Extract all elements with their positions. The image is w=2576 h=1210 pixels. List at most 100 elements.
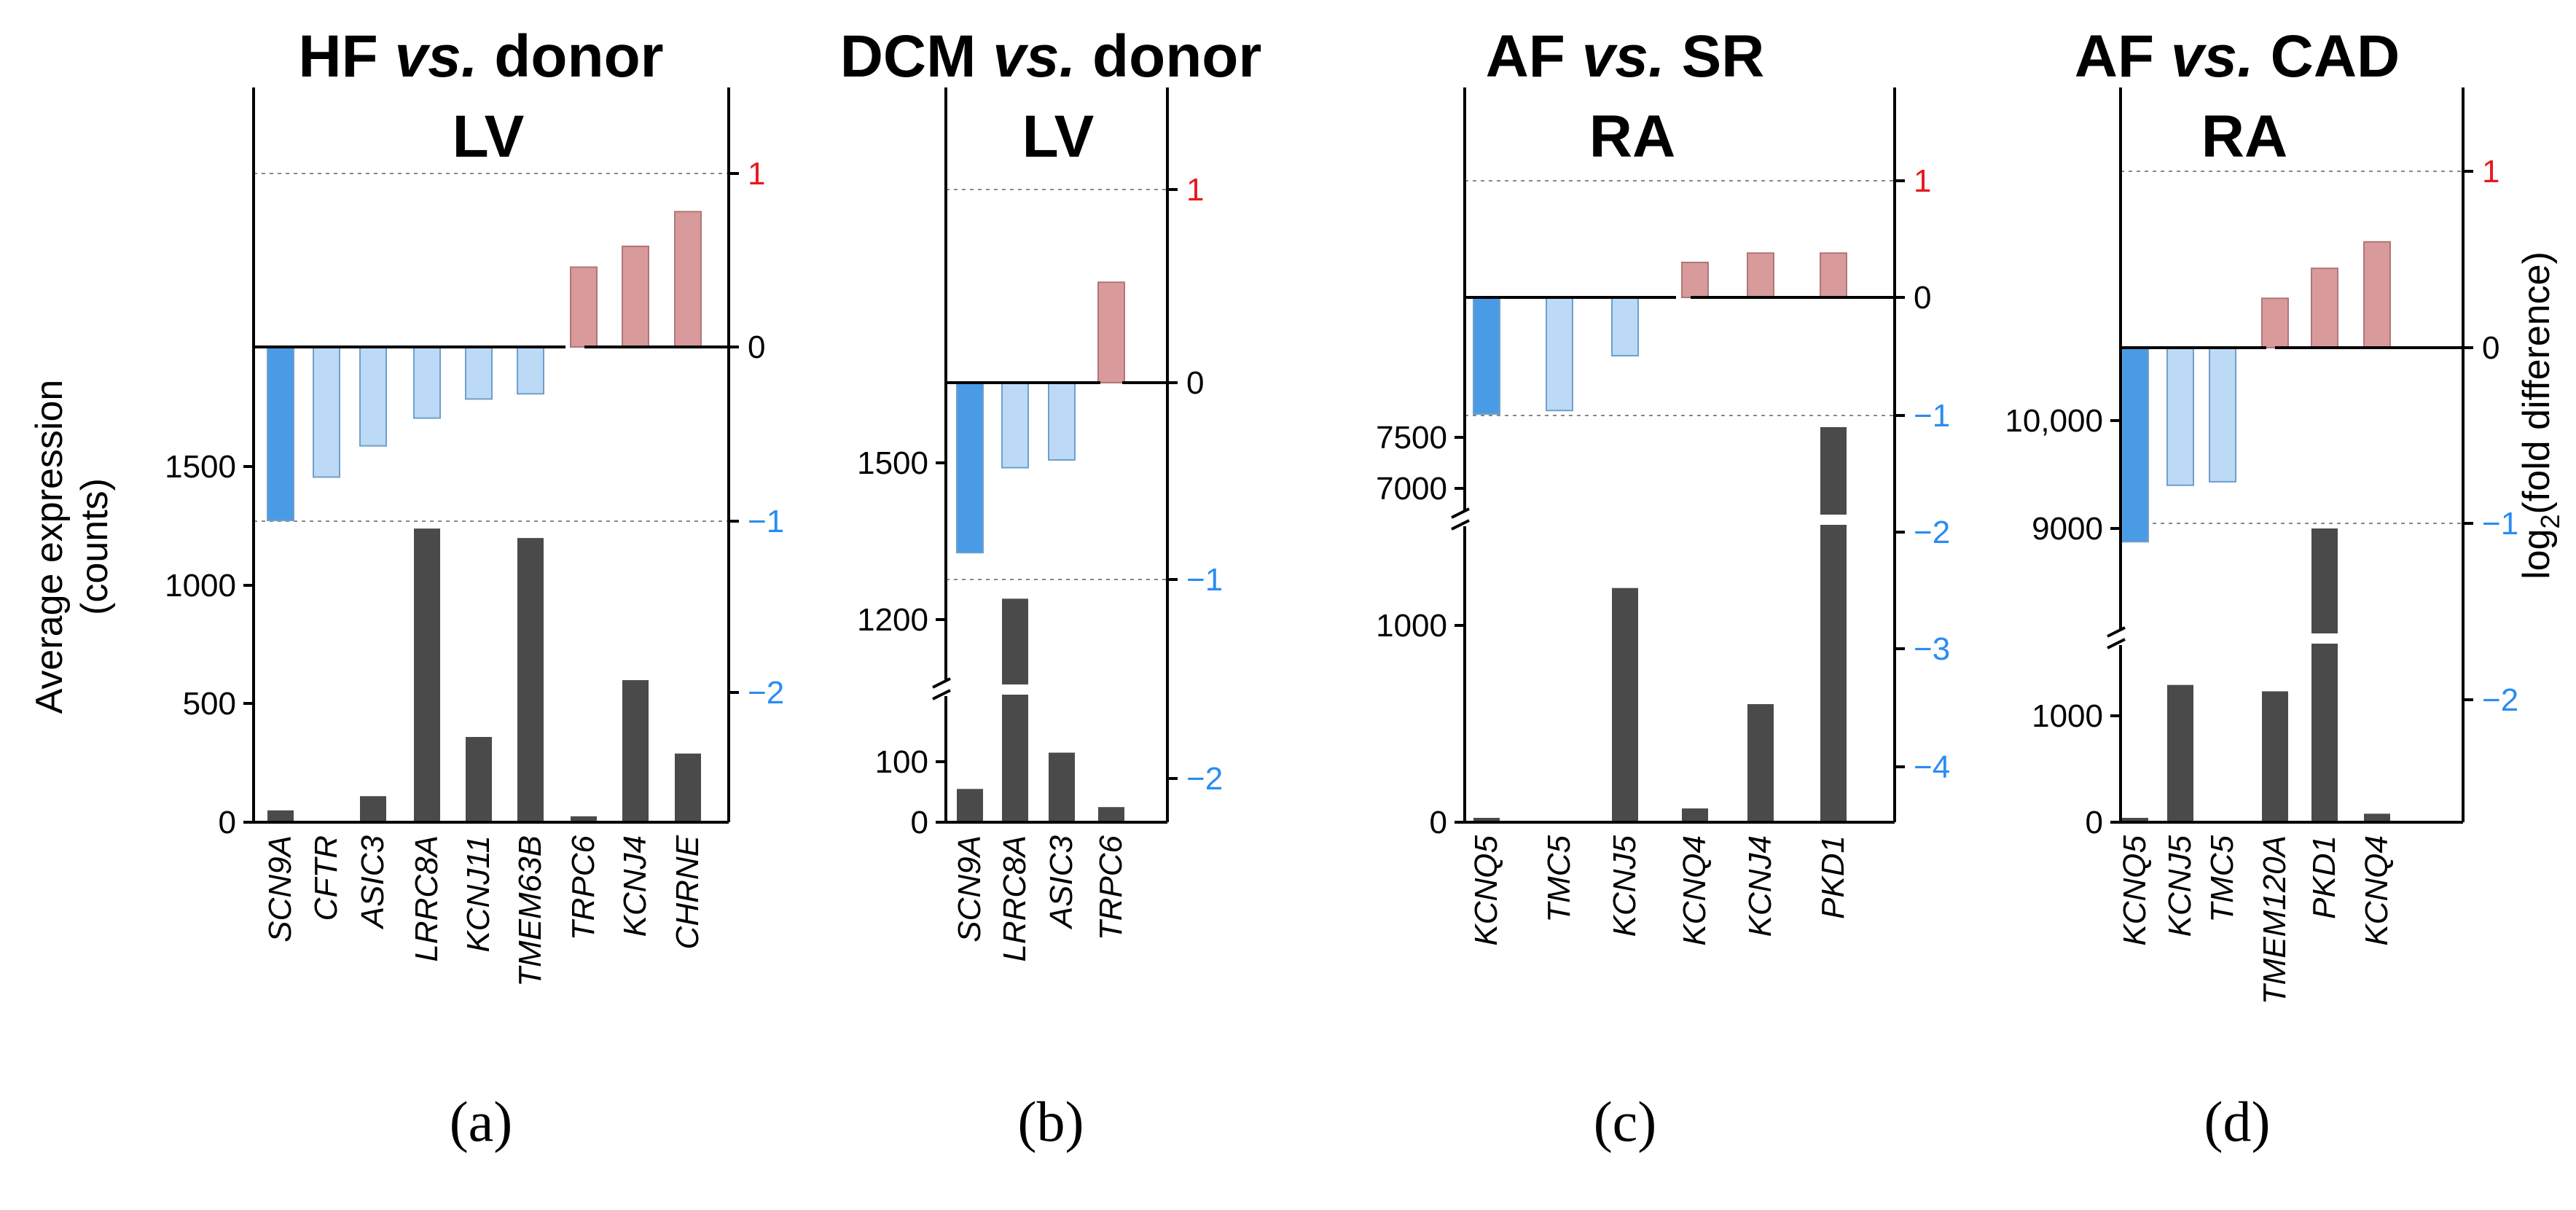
panel-label: (a) <box>450 1090 513 1153</box>
fold-change-bar <box>1681 262 1709 298</box>
left-tick-label: 1500 <box>857 445 928 481</box>
right-axis-title-suffix: (fold difference) <box>2516 251 2558 514</box>
fold-change-bar <box>2166 347 2194 486</box>
count-bar <box>517 538 544 822</box>
gene-label: SCN9A <box>952 835 987 942</box>
panel-title: AF vs. SR <box>1486 23 1765 90</box>
left-tick-label: 1000 <box>2032 698 2103 734</box>
count-bar <box>1473 818 1500 822</box>
right-tick-label: −2 <box>2482 682 2518 718</box>
panel-c: AF vs. SR RA 0 1000 7000 7500 1 0 −1 −2 −3 −4 KCNQ5 T… <box>1376 23 1950 1153</box>
right-tick-label: 0 <box>1186 365 1204 401</box>
fold-change-bar <box>1097 281 1125 384</box>
right-tick-label: −4 <box>1914 749 1950 785</box>
right-tick-label: 1 <box>1914 163 1931 199</box>
count-bar <box>1682 808 1708 822</box>
left-tick-label: 9000 <box>2032 511 2103 547</box>
right-tick-label: 1 <box>1186 172 1204 208</box>
panel-title-part: DCM <box>840 23 993 90</box>
left-tick-label: 0 <box>1430 805 1447 840</box>
gene-label: TMEM120A <box>2257 835 2293 1004</box>
axis-break-mark <box>2107 638 2126 649</box>
count-bar <box>675 753 701 822</box>
count-bar <box>2262 691 2288 822</box>
fold-change-bar <box>267 346 294 521</box>
fold-change-bar <box>956 382 984 554</box>
panel-label: (c) <box>1594 1090 1657 1153</box>
left-axis-title-line1: Average expression <box>28 380 71 714</box>
gene-label: LRRC8A <box>997 835 1033 962</box>
fold-change-bar <box>622 245 649 348</box>
count-bar <box>267 810 294 822</box>
panel-subtitle: LV <box>453 104 525 170</box>
count-bar <box>2364 813 2390 822</box>
gene-label: KCNJ11 <box>461 835 496 953</box>
count-bar <box>1747 704 1774 822</box>
left-axis-title: Average expression (counts) <box>28 380 116 714</box>
right-tick-label: −2 <box>1186 761 1223 797</box>
fold-change-bar <box>1747 252 1774 299</box>
panel-title-part: vs. <box>993 23 1076 90</box>
panel-title: AF vs. CAD <box>2075 23 2400 90</box>
count-bar <box>571 816 597 822</box>
count-bar <box>1820 427 1847 822</box>
right-tick-label: 0 <box>748 329 765 365</box>
panel-b: DCM vs. donor LV 0 100 1200 1500 1 0 −1 −2 SCN9A LR… <box>840 23 1262 1153</box>
gene-label: TMC5 <box>2204 835 2240 922</box>
gene-label: KCNQ4 <box>2359 835 2395 946</box>
fold-change-bar <box>2121 347 2149 543</box>
fold-change-bar <box>517 346 544 395</box>
right-tick-label: −2 <box>748 675 784 711</box>
right-tick-label: −3 <box>1914 631 1950 667</box>
right-tick-label: 1 <box>2482 154 2499 190</box>
panel-title: DCM vs. donor <box>840 23 1262 90</box>
gene-label: CFTR <box>308 835 344 921</box>
axis-break-mark <box>1451 507 1470 519</box>
panel-title-part: vs. <box>395 23 478 90</box>
bar-break <box>2310 633 2339 644</box>
panel-title-part: AF <box>2075 23 2171 90</box>
fold-change-bar <box>2311 268 2338 349</box>
gene-label: KCNQ5 <box>2117 835 2153 945</box>
gene-label: ASIC3 <box>355 835 391 930</box>
count-bar <box>2167 684 2193 822</box>
count-bar <box>957 789 983 822</box>
left-tick-label: 0 <box>2086 805 2103 840</box>
panel-title-part: vs. <box>1582 23 1665 90</box>
panel-title-part: vs. <box>2171 23 2254 90</box>
count-bar <box>466 737 492 822</box>
count-bar <box>360 796 386 822</box>
panel-title-part: HF <box>298 23 394 90</box>
gene-label: PKD1 <box>1815 835 1851 919</box>
panel-title-part: donor <box>478 23 664 90</box>
left-axis-title-line2: (counts) <box>74 478 116 615</box>
right-axis-title-sub: 2 <box>2535 514 2565 528</box>
count-bar <box>622 680 649 822</box>
panel-title-part: AF <box>1486 23 1582 90</box>
gene-label: PKD1 <box>2306 835 2342 919</box>
gene-label: KCNJ4 <box>617 835 653 937</box>
panel-title-part: CAD <box>2254 23 2400 90</box>
gene-label: KCNQ5 <box>1468 835 1504 945</box>
left-tick-label: 1000 <box>1376 608 1447 644</box>
right-tick-label: −1 <box>1186 562 1223 598</box>
gene-label: CHRNE <box>670 835 705 949</box>
fold-change-bar <box>465 346 493 400</box>
right-tick-label: −1 <box>2482 506 2518 542</box>
count-bar <box>414 528 440 822</box>
bar-break <box>1001 684 1030 695</box>
left-tick-label: 7000 <box>1376 471 1447 507</box>
left-tick-label: 0 <box>911 805 928 840</box>
gene-label: TRPC6 <box>1093 835 1129 940</box>
gene-label: KCNJ4 <box>1742 835 1778 937</box>
gene-label: KCNQ4 <box>1677 835 1712 946</box>
fold-change-bar <box>674 211 702 348</box>
panel-subtitle: RA <box>2201 104 2287 170</box>
fold-change-bar <box>570 266 598 348</box>
svg-text:log2(fold difference): log2(fold difference) <box>2516 251 2565 579</box>
gene-label: KCNJ5 <box>2162 835 2198 937</box>
left-tick-label: 7500 <box>1376 420 1447 456</box>
panel-a: HF vs. donor LV 0 500 1000 1500 1 0 −1 −2 SCN9A CFT… <box>165 23 784 1153</box>
right-tick-label: 0 <box>2482 330 2499 366</box>
